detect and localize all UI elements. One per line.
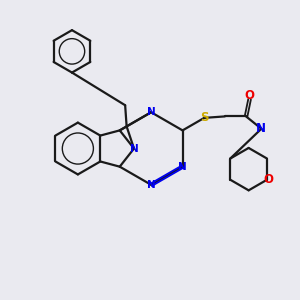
Text: N: N bbox=[147, 107, 155, 117]
Text: S: S bbox=[200, 111, 208, 124]
Text: N: N bbox=[130, 143, 138, 154]
Text: O: O bbox=[263, 173, 274, 186]
Text: N: N bbox=[178, 162, 187, 172]
Text: N: N bbox=[147, 180, 155, 190]
Text: O: O bbox=[244, 89, 255, 102]
Text: N: N bbox=[256, 122, 266, 135]
